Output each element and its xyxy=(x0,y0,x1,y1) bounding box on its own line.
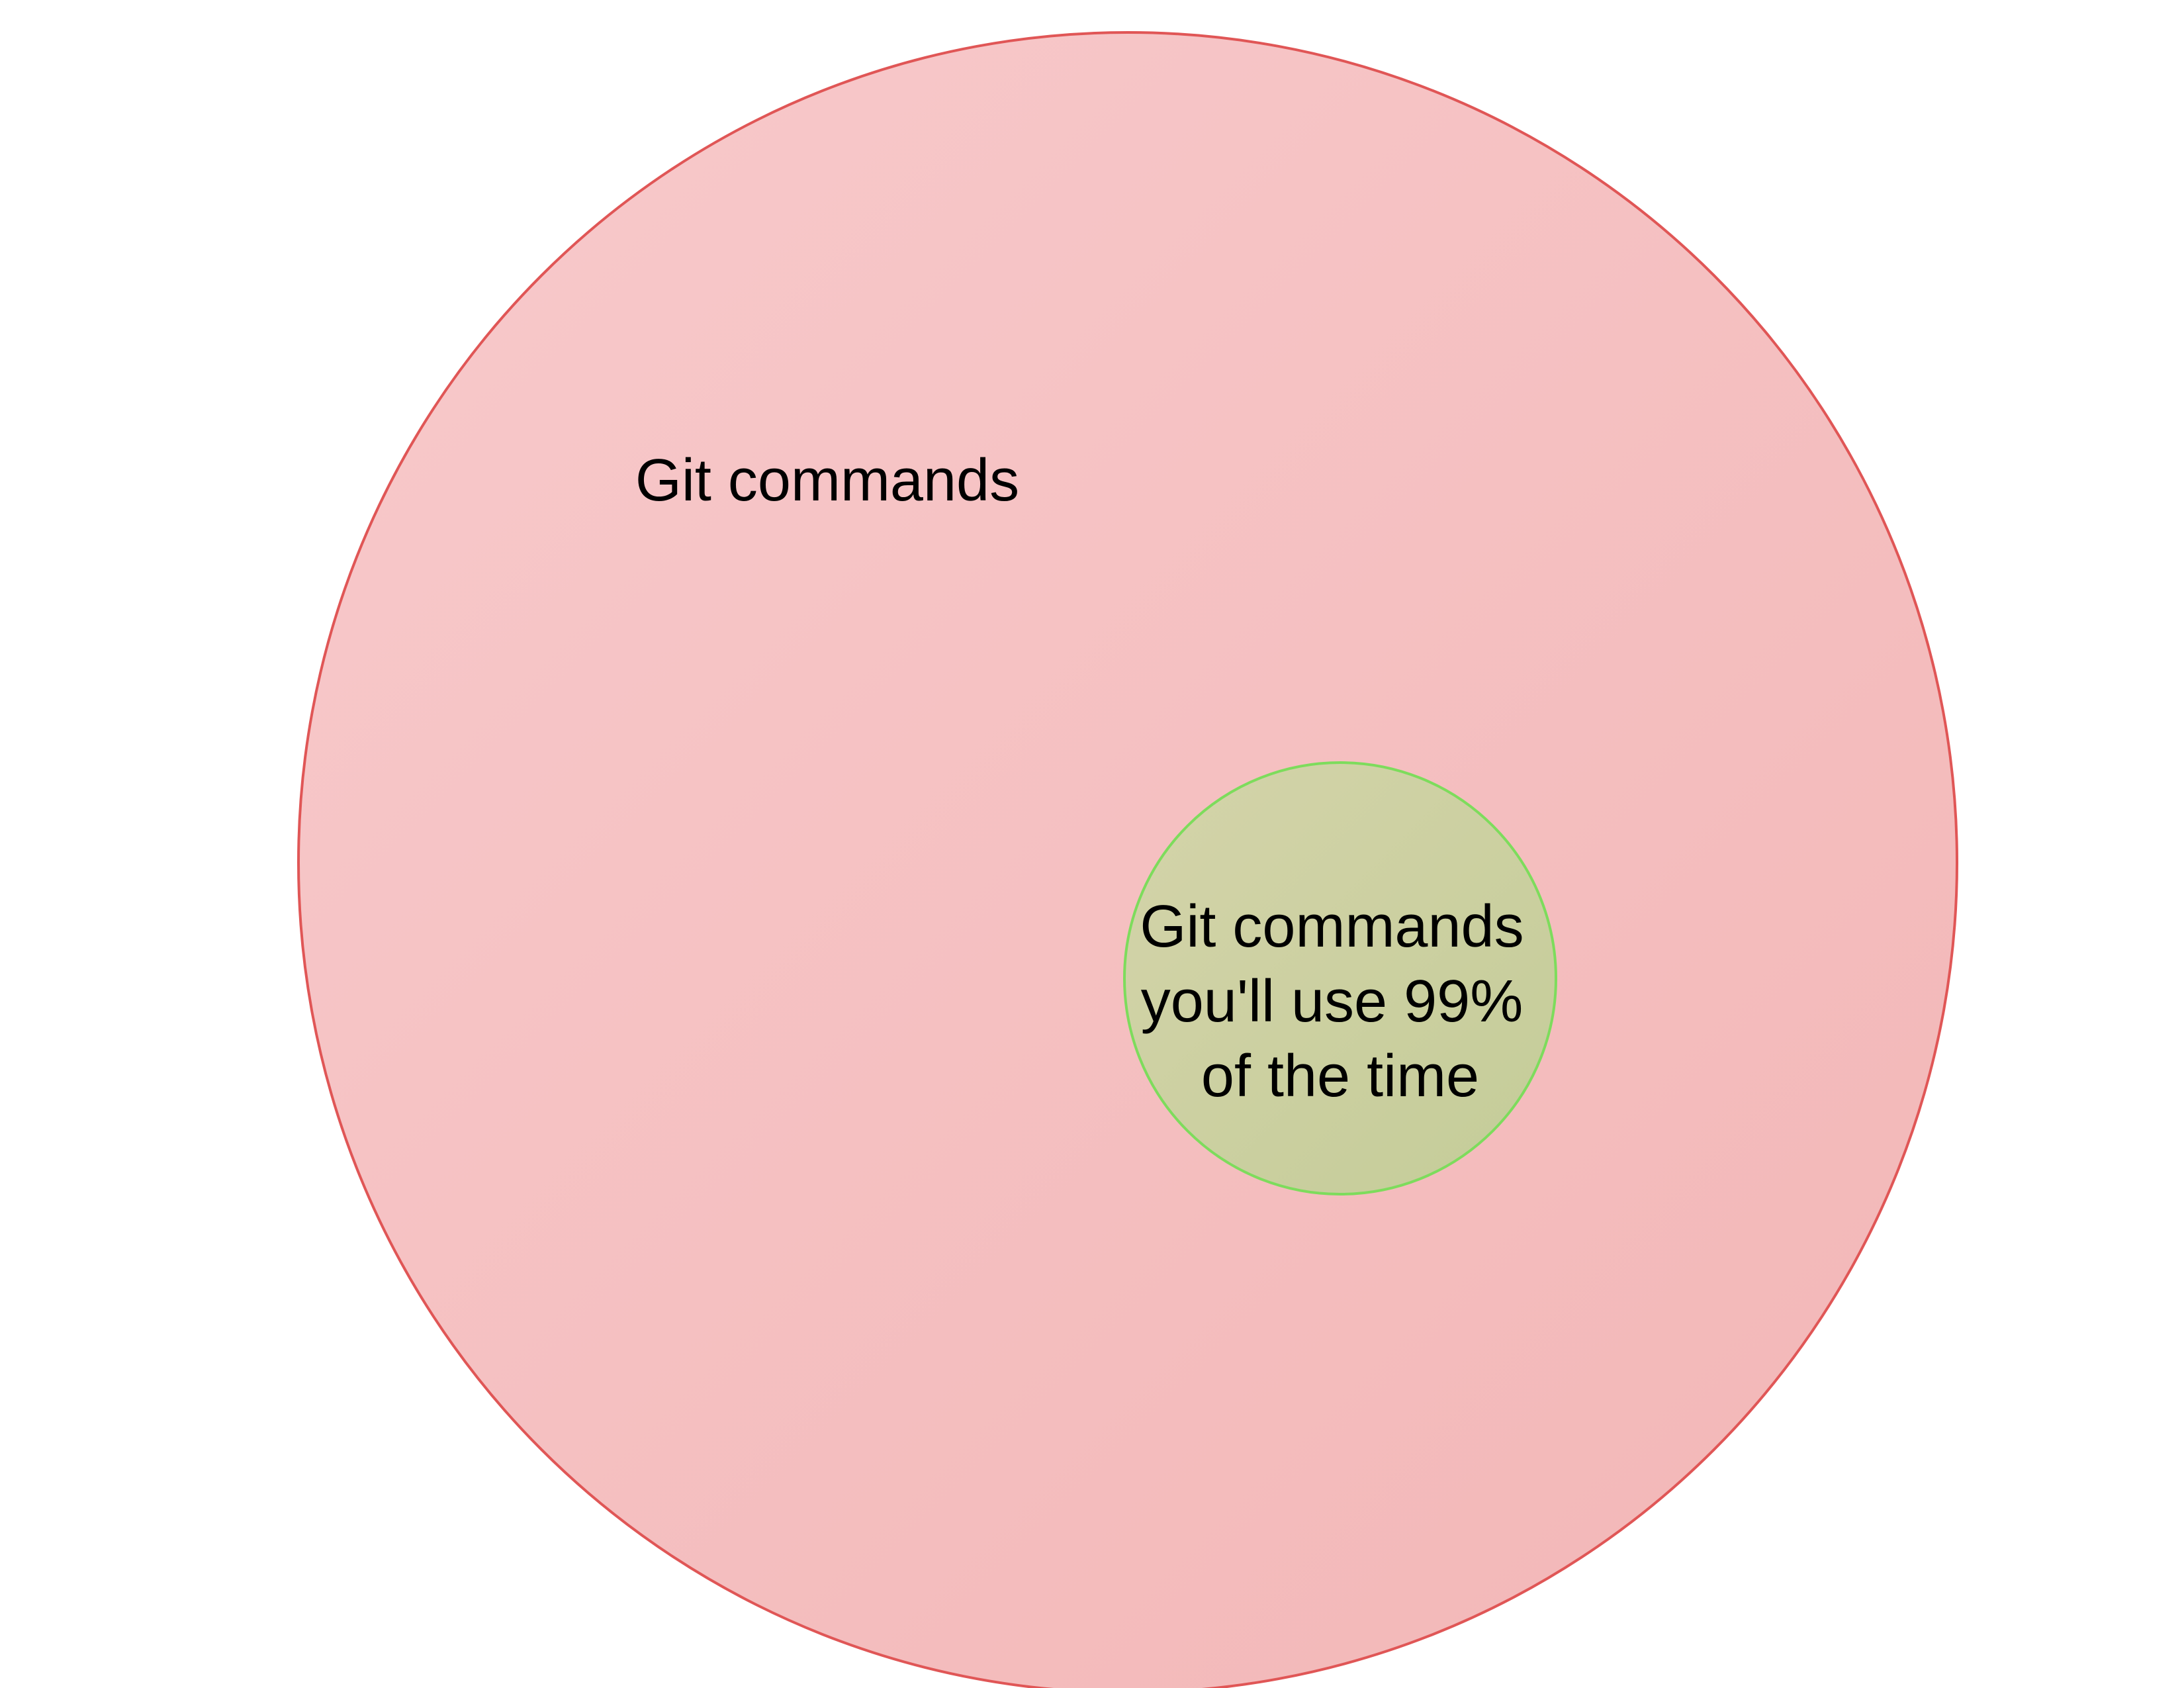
inner-label-line-1: Git commands xyxy=(1140,894,1524,960)
inner-label-line-2: you'll use 99% xyxy=(1141,968,1524,1035)
inner-label-line-3: of the time xyxy=(1201,1043,1479,1109)
outer-circle-all-git-commands xyxy=(297,31,1958,1688)
inner-circle-common-git-commands xyxy=(1123,761,1557,1196)
outer-circle-label: Git commands xyxy=(635,447,1019,514)
inner-circle-label: Git commands you'll use 99% of the time xyxy=(1140,894,1540,1109)
